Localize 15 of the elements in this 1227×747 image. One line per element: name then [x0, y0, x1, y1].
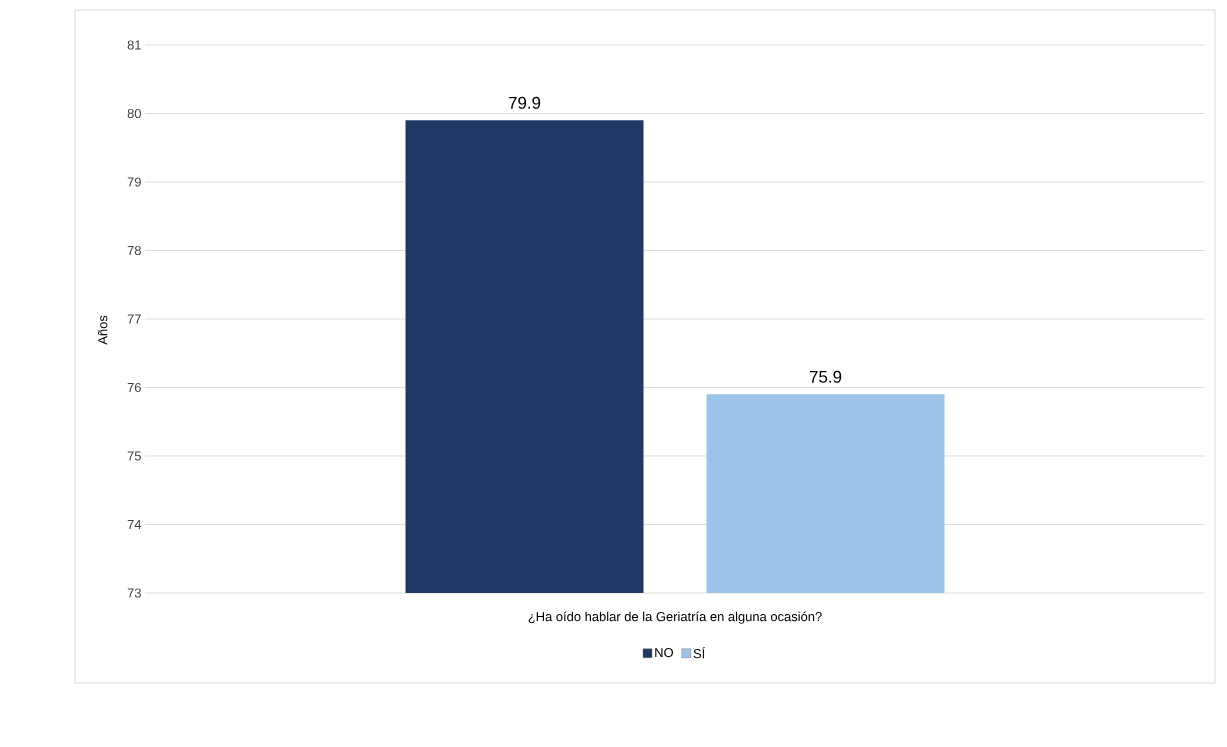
y-tick-label: 73: [127, 588, 141, 598]
y-tick-label: 80: [127, 108, 141, 119]
y-tick-label: 78: [127, 245, 141, 256]
data-label: 79.9: [508, 96, 541, 109]
y-tick-label: 75: [127, 451, 141, 461]
x-axis-title: ¿Ha oído hablar de la Geriatría en alguna ocasión?: [528, 611, 822, 624]
legend-label: SÍ: [693, 646, 706, 659]
y-tick-label: 77: [127, 314, 141, 324]
y-tick-label: 76: [127, 382, 141, 393]
y-axis-title: Años: [97, 315, 108, 345]
legend-label: NO: [655, 647, 673, 658]
y-tick-label: 74: [127, 520, 142, 529]
y-tick-label: 81: [127, 40, 141, 50]
data-label: 75.9: [809, 370, 842, 383]
y-tick-label: 79: [127, 177, 141, 187]
